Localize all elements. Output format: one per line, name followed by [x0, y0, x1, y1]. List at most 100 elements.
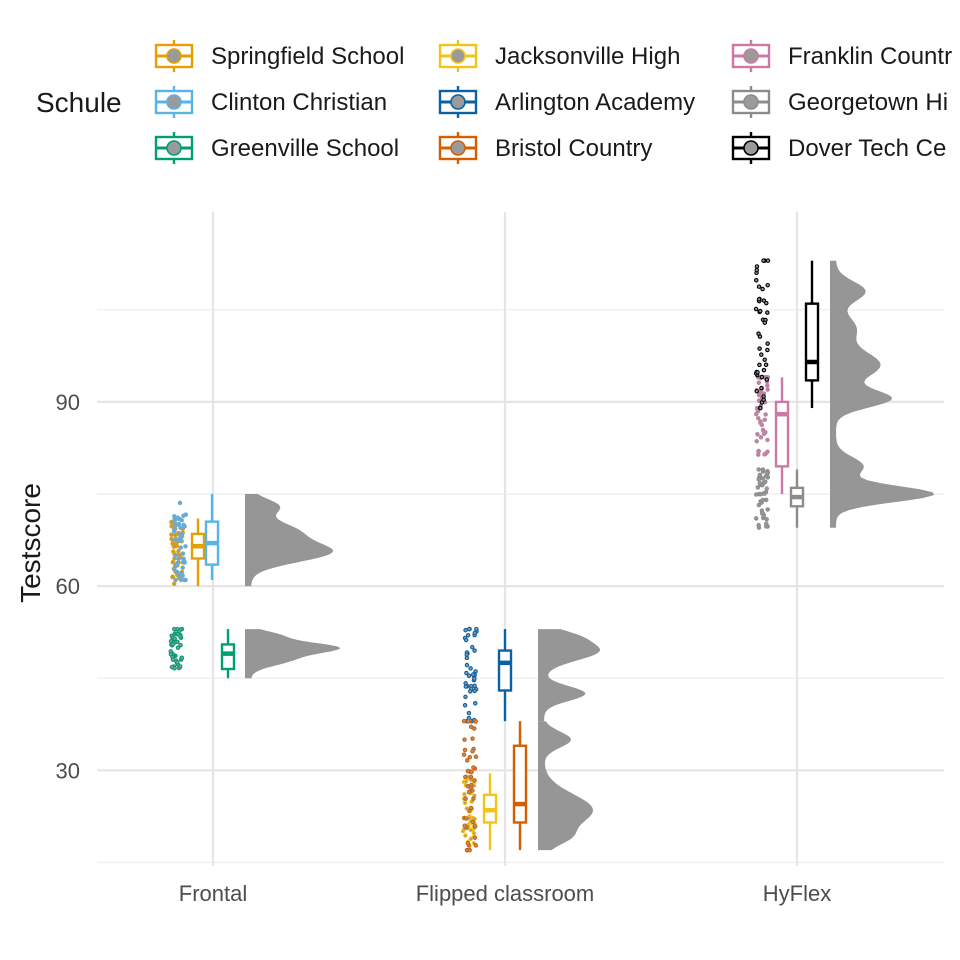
data-point: [176, 556, 181, 561]
data-point: [765, 310, 770, 315]
y-tick-label: 60: [56, 574, 80, 599]
data-point: [755, 370, 760, 375]
data-point: [761, 298, 767, 303]
data-point: [761, 367, 767, 373]
data-point: [474, 626, 479, 632]
data-point: [759, 385, 764, 391]
legend-item: Clinton Christian: [154, 86, 387, 118]
data-point: [756, 525, 762, 530]
data-point: [464, 758, 470, 763]
data-point: [463, 694, 468, 700]
legend-label: Clinton Christian: [211, 89, 387, 116]
data-point: [470, 749, 475, 754]
data-point: [468, 724, 474, 730]
data-point: [757, 362, 762, 368]
data-point: [464, 670, 469, 676]
y-tick-label: 90: [56, 390, 80, 415]
box-iqr: [804, 302, 820, 382]
data-point: [172, 636, 177, 642]
data-point: [473, 843, 479, 848]
legend-label: Dover Tech Ce: [788, 135, 946, 162]
data-point: [172, 626, 177, 632]
legend-label: Georgetown Hi: [788, 89, 948, 116]
data-point: [463, 637, 469, 643]
data-point: [183, 544, 188, 549]
data-point: [762, 357, 767, 362]
data-point: [763, 473, 769, 479]
legend-label: Jacksonville High: [495, 43, 680, 70]
data-point: [174, 660, 180, 665]
data-point: [753, 278, 759, 283]
data-point: [764, 300, 769, 306]
axis-layer: Testscore 30 60 90 Frontal Flipped classroom…: [15, 390, 831, 906]
legend-key-point: [450, 48, 466, 64]
data-point: [765, 282, 770, 288]
data-point: [462, 791, 467, 797]
points-layer: [168, 258, 771, 853]
data-point: [472, 824, 478, 829]
data-point: [756, 502, 762, 508]
legend-item: Springfield School: [154, 40, 404, 72]
box-iqr: [774, 400, 790, 468]
data-point: [765, 507, 770, 512]
legend-item: Greenville School: [154, 132, 399, 164]
data-point: [758, 435, 764, 440]
data-point: [462, 823, 468, 828]
data-point: [168, 651, 174, 657]
legend: Schule Springfield School Clinton Christi…: [36, 40, 952, 164]
data-point: [463, 796, 468, 801]
data-point: [761, 397, 766, 403]
data-point: [755, 409, 761, 414]
data-point: [178, 545, 184, 550]
data-point: [182, 524, 187, 529]
density-layer: [245, 260, 934, 851]
legend-key-point: [743, 94, 759, 110]
data-point: [760, 476, 765, 481]
legend-item: Dover Tech Ce: [731, 132, 946, 164]
data-point: [175, 645, 181, 651]
data-point: [172, 556, 177, 561]
data-point: [756, 380, 762, 386]
data-point: [170, 541, 175, 546]
data-point: [169, 532, 174, 537]
data-point: [753, 516, 759, 521]
data-point: [172, 567, 177, 573]
data-point: [754, 438, 759, 444]
data-point: [756, 416, 761, 421]
data-point: [468, 666, 473, 671]
data-point: [462, 702, 468, 708]
data-point: [180, 551, 186, 556]
data-point: [464, 806, 470, 811]
data-point: [171, 581, 177, 587]
data-point: [178, 533, 183, 538]
data-point: [763, 412, 768, 417]
data-point: [471, 796, 476, 801]
data-point: [461, 752, 467, 757]
data-point: [469, 769, 474, 775]
data-point: [472, 648, 477, 653]
data-point: [172, 517, 178, 523]
data-point: [468, 827, 474, 833]
data-point: [765, 387, 770, 392]
data-point: [466, 789, 472, 795]
data-point: [176, 572, 182, 578]
data-point: [464, 662, 470, 668]
box-layer: [190, 260, 820, 851]
data-point: [758, 491, 764, 497]
data-point: [182, 577, 187, 583]
data-point: [179, 655, 185, 660]
data-point: [754, 267, 760, 273]
data-point: [765, 341, 770, 346]
data-point: [470, 672, 476, 677]
legend-label: Bristol Country: [495, 135, 652, 162]
density-cloud: [538, 629, 600, 722]
data-point: [463, 779, 469, 785]
data-point: [473, 719, 478, 724]
data-point: [463, 627, 468, 633]
data-point: [170, 559, 176, 565]
data-point: [764, 486, 770, 491]
data-point: [762, 452, 767, 457]
data-point: [760, 467, 766, 472]
data-point: [172, 532, 178, 538]
data-point: [462, 747, 468, 753]
